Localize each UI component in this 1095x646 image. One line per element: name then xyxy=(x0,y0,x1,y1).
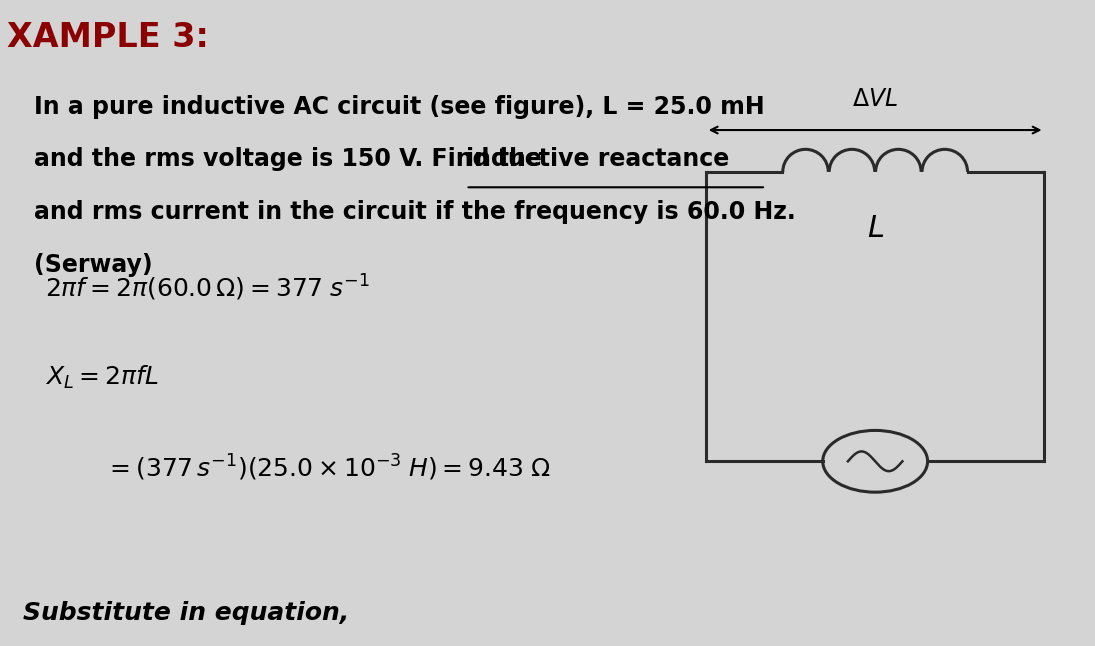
Text: (Serway): (Serway) xyxy=(34,253,153,277)
Text: XAMPLE 3:: XAMPLE 3: xyxy=(7,21,209,54)
Text: inductive reactance: inductive reactance xyxy=(465,147,729,171)
Text: Substitute in equation,: Substitute in equation, xyxy=(23,601,349,625)
Text: and the rms voltage is 150 V. Find the: and the rms voltage is 150 V. Find the xyxy=(34,147,551,171)
Text: and rms current in the circuit if the frequency is 60.0 Hz.: and rms current in the circuit if the fr… xyxy=(34,200,796,224)
Text: $2\pi f = 2\pi(60.0\,\Omega) = 377\;s^{-1}$: $2\pi f = 2\pi(60.0\,\Omega) = 377\;s^{-… xyxy=(45,273,370,303)
Text: $\Delta VL$: $\Delta VL$ xyxy=(852,87,898,110)
Text: $X_L = 2\pi fL$: $X_L = 2\pi fL$ xyxy=(45,364,159,391)
Text: $L$: $L$ xyxy=(866,214,884,243)
Text: $= (377\,s^{-1})(25.0\times 10^{-3}\;H) = 9.43\;\Omega$: $= (377\,s^{-1})(25.0\times 10^{-3}\;H) … xyxy=(105,453,551,483)
Text: In a pure inductive AC circuit (see figure), L = 25.0 mH: In a pure inductive AC circuit (see figu… xyxy=(34,95,764,119)
